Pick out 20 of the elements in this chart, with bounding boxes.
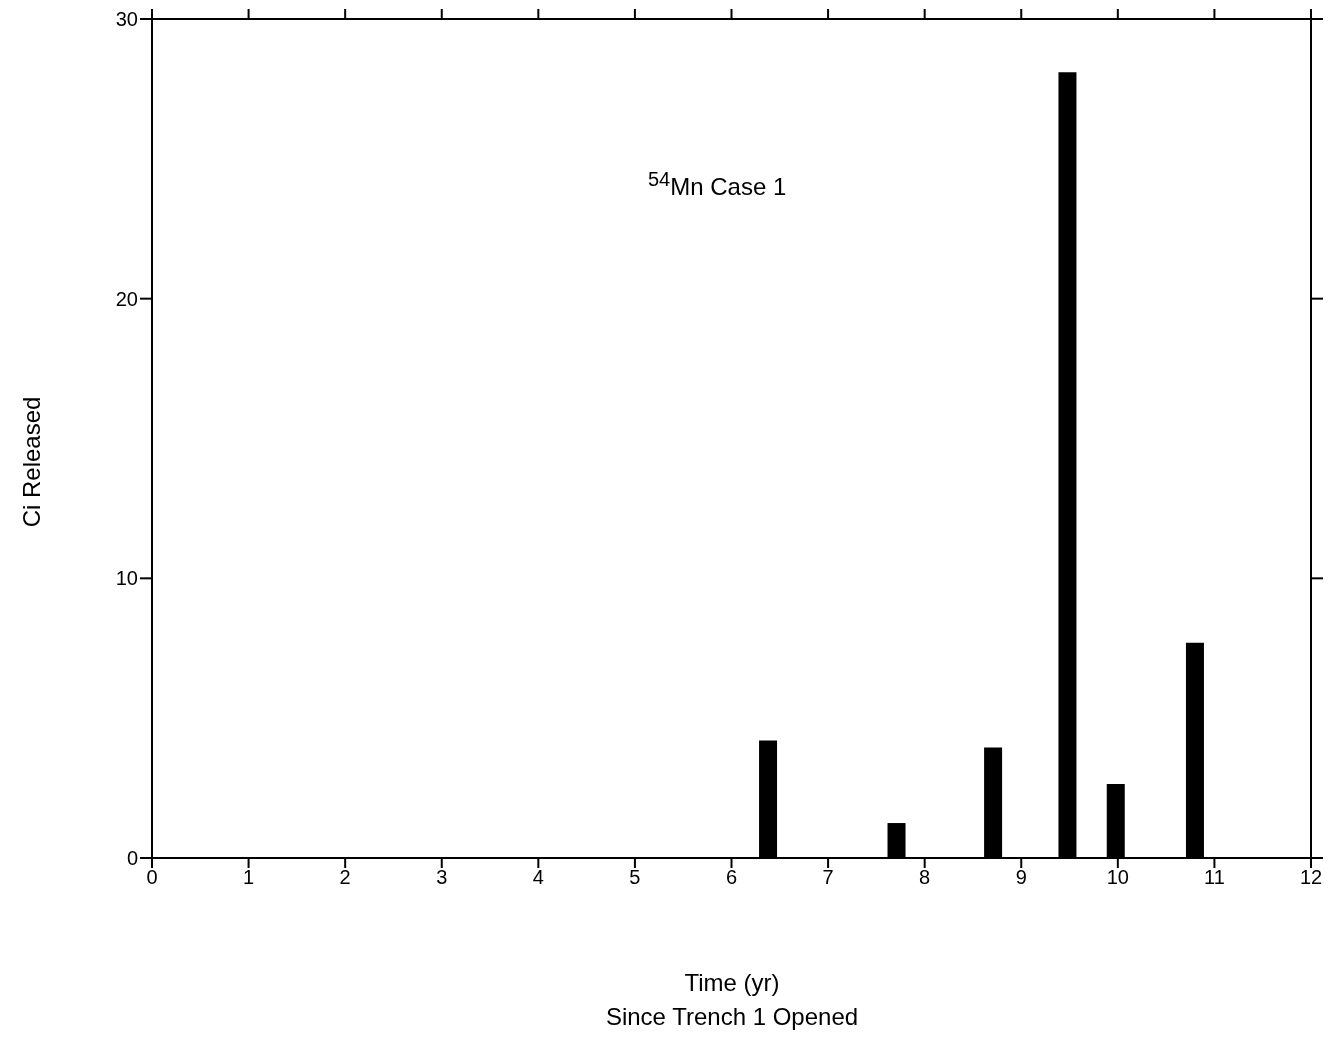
y-tick-label: 30: [115, 8, 138, 31]
y-axis-title: Ci Released: [18, 396, 46, 528]
text: $^{54}$Mn Case 1: [648, 168, 787, 201]
x-tick-label: 4: [532, 866, 544, 889]
x-tick-label: 11: [1204, 866, 1225, 889]
y-tick-label: 10: [115, 567, 138, 590]
x-tick-label: 0: [146, 866, 158, 889]
x-tick-label: 6: [725, 866, 738, 889]
x-tick-label: 7: [822, 866, 834, 889]
x-axis-title: Time (yr) Since Trench 1 Opened: [604, 968, 860, 1032]
x-tick-label: 12: [1299, 866, 1323, 889]
x-tick-label: 3: [436, 866, 448, 889]
y-tick-label: 20: [115, 287, 138, 310]
y-tick-label: 0: [126, 847, 138, 870]
x-tick-label: 1: [243, 866, 255, 889]
x-tick-label: 2: [339, 866, 351, 889]
x-tick-label: 8: [919, 866, 931, 889]
x-tick-label: 9: [1015, 866, 1027, 889]
x-tick-label: 5: [629, 866, 641, 889]
x-tick-label: 10: [1106, 866, 1129, 889]
